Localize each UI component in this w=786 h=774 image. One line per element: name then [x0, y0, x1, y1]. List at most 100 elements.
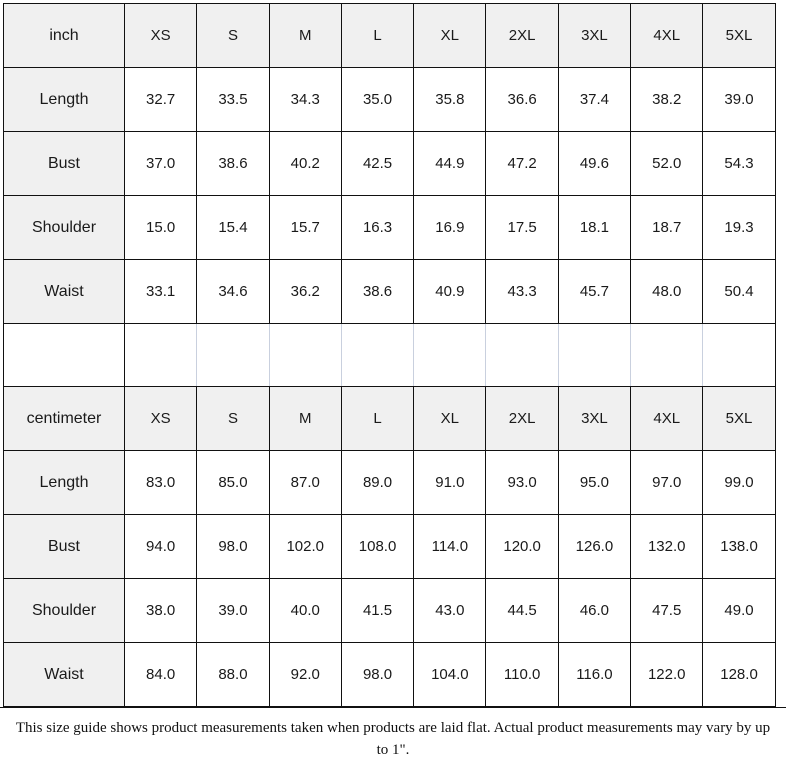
row-label-waist: Waist: [3, 259, 125, 324]
table-spacer-cell: [413, 323, 487, 387]
row-label-bust: Bust: [3, 131, 125, 196]
table-spacer-cell: [485, 323, 559, 387]
row-label-waist: Waist: [3, 642, 125, 707]
measurement-cell: 39.0: [196, 578, 270, 643]
measurement-cell: 94.0: [123, 514, 198, 579]
measurement-cell: 18.1: [557, 195, 632, 260]
measurement-cell: 48.0: [630, 259, 704, 324]
measurement-cell: 84.0: [123, 642, 198, 707]
table-spacer-cell: [123, 323, 198, 387]
measurement-cell: 42.5: [340, 131, 415, 196]
size-header-S: S: [196, 386, 270, 451]
row-label-length: Length: [3, 67, 125, 132]
size-header-XS: XS: [123, 386, 198, 451]
measurement-cell: 33.5: [196, 67, 270, 132]
size-header-XL: XL: [413, 3, 487, 68]
table-spacer-cell: [340, 323, 415, 387]
measurement-cell: 18.7: [630, 195, 704, 260]
size-header-4XL: 4XL: [630, 3, 704, 68]
table-spacer-cell: [3, 323, 125, 387]
table-spacer-cell: [702, 323, 776, 387]
table-spacer-cell: [630, 323, 704, 387]
table-row: Length 83.0 85.0 87.0 89.0 91.0 93.0 95.0 97.0 99…: [3, 450, 776, 515]
measurement-cell: 114.0: [413, 514, 487, 579]
measurement-cell: 104.0: [413, 642, 487, 707]
measurement-cell: 49.0: [702, 578, 776, 643]
size-header-XS: XS: [123, 3, 198, 68]
measurement-cell: 138.0: [702, 514, 776, 579]
row-label-bust: Bust: [3, 514, 125, 579]
measurement-cell: 16.3: [340, 195, 415, 260]
size-header-2XL: 2XL: [485, 3, 559, 68]
size-chart-table: inch XS S M L XL 2XL 3XL 4XL 5XL Length 32.7 33.5 34.…: [3, 3, 776, 707]
measurement-cell: 50.4: [702, 259, 776, 324]
measurement-cell: 43.3: [485, 259, 559, 324]
table-row: Waist 84.0 88.0 92.0 98.0 104.0 110.0 116.0 122.…: [3, 642, 776, 707]
header-row: centimeter XS S M L XL 2XL 3XL 4XL 5XL: [3, 386, 776, 451]
measurement-cell: 47.2: [485, 131, 559, 196]
measurement-cell: 88.0: [196, 642, 270, 707]
measurement-cell: 36.2: [268, 259, 342, 324]
measurement-cell: 38.0: [123, 578, 198, 643]
measurement-cell: 15.4: [196, 195, 270, 260]
table-spacer-cell: [557, 323, 632, 387]
measurement-cell: 15.7: [268, 195, 342, 260]
measurement-cell: 92.0: [268, 642, 342, 707]
table-row: Length 32.7 33.5 34.3 35.0 35.8 36.6 37.4 38.2 39…: [3, 67, 776, 132]
measurement-cell: 132.0: [630, 514, 704, 579]
table-row: Waist 33.1 34.6 36.2 38.6 40.9 43.3 45.7 48.0 50.…: [3, 259, 776, 324]
size-tables-area: inch XS S M L XL 2XL 3XL 4XL 5XL Length 32.7 33.5 34.…: [3, 3, 776, 707]
measurement-cell: 83.0: [123, 450, 198, 515]
measurement-cell: 37.0: [123, 131, 198, 196]
measurement-cell: 15.0: [123, 195, 198, 260]
measurement-cell: 122.0: [630, 642, 704, 707]
measurement-cell: 35.8: [413, 67, 487, 132]
measurement-cell: 102.0: [268, 514, 342, 579]
measurement-cell: 97.0: [630, 450, 704, 515]
measurement-cell: 38.2: [630, 67, 704, 132]
unit-header-centimeter: centimeter: [3, 386, 125, 451]
size-header-XL: XL: [413, 386, 487, 451]
size-guide-footnote: This size guide shows product measuremen…: [0, 707, 786, 774]
header-row: inch XS S M L XL 2XL 3XL 4XL 5XL: [3, 3, 776, 68]
measurement-cell: 126.0: [557, 514, 632, 579]
row-label-length: Length: [3, 450, 125, 515]
measurement-cell: 34.3: [268, 67, 342, 132]
measurement-cell: 40.9: [413, 259, 487, 324]
table-row: Bust 94.0 98.0 102.0 108.0 114.0 120.0 126.0 132…: [3, 514, 776, 579]
row-label-shoulder: Shoulder: [3, 578, 125, 643]
size-header-3XL: 3XL: [557, 386, 632, 451]
measurement-cell: 38.6: [340, 259, 415, 324]
size-header-5XL: 5XL: [702, 386, 776, 451]
measurement-cell: 87.0: [268, 450, 342, 515]
measurement-cell: 41.5: [340, 578, 415, 643]
measurement-cell: 32.7: [123, 67, 198, 132]
measurement-cell: 52.0: [630, 131, 704, 196]
measurement-cell: 43.0: [413, 578, 487, 643]
measurement-cell: 35.0: [340, 67, 415, 132]
measurement-cell: 49.6: [557, 131, 632, 196]
measurement-cell: 17.5: [485, 195, 559, 260]
measurement-cell: 99.0: [702, 450, 776, 515]
table-spacer-cell: [268, 323, 342, 387]
size-header-5XL: 5XL: [702, 3, 776, 68]
unit-header-inch: inch: [3, 3, 125, 68]
measurement-cell: 110.0: [485, 642, 559, 707]
measurement-cell: 16.9: [413, 195, 487, 260]
measurement-cell: 44.5: [485, 578, 559, 643]
size-header-2XL: 2XL: [485, 386, 559, 451]
measurement-cell: 47.5: [630, 578, 704, 643]
measurement-cell: 85.0: [196, 450, 270, 515]
size-header-L: L: [340, 3, 415, 68]
size-header-M: M: [268, 3, 342, 68]
table-row: Shoulder 38.0 39.0 40.0 41.5 43.0 44.5 46.0 47.5…: [3, 578, 776, 643]
size-header-4XL: 4XL: [630, 386, 704, 451]
measurement-cell: 45.7: [557, 259, 632, 324]
measurement-cell: 89.0: [340, 450, 415, 515]
measurement-cell: 37.4: [557, 67, 632, 132]
row-label-shoulder: Shoulder: [3, 195, 125, 260]
measurement-cell: 46.0: [557, 578, 632, 643]
measurement-cell: 98.0: [196, 514, 270, 579]
measurement-cell: 36.6: [485, 67, 559, 132]
